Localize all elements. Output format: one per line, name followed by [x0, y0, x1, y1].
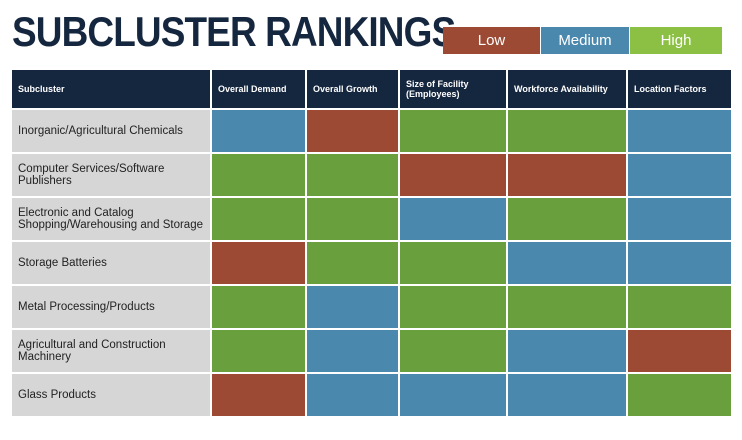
table-row: Inorganic/Agricultural Chemicals	[10, 108, 733, 154]
rating-cell-high	[506, 284, 628, 330]
rating-cell-high	[626, 372, 733, 418]
rating-cell-medium	[398, 196, 508, 242]
rating-cell-high	[506, 108, 628, 154]
rating-cell-medium	[626, 108, 733, 154]
rating-cell-low	[210, 240, 307, 286]
rating-cell-high	[398, 284, 508, 330]
legend-low: Low	[443, 27, 540, 54]
header-cell: Workforce Availability	[506, 70, 628, 110]
subcluster-name: Storage Batteries	[10, 240, 212, 286]
header-cell: Overall Growth	[305, 70, 400, 110]
rating-cell-low	[506, 152, 628, 198]
rating-cell-high	[398, 328, 508, 374]
rating-cell-high	[210, 284, 307, 330]
rating-cell-medium	[398, 372, 508, 418]
header-cell: Overall Demand	[210, 70, 307, 110]
rating-cell-medium	[506, 328, 628, 374]
legend-medium: Medium	[540, 27, 629, 54]
table-row: Storage Batteries	[10, 240, 733, 286]
header-cell: Location Factors	[626, 70, 733, 110]
page-title: SUBCLUSTER RANKINGS	[12, 8, 456, 55]
subcluster-name: Electronic and Catalog Shopping/Warehous…	[10, 196, 212, 242]
rating-cell-medium	[305, 372, 400, 418]
rating-cell-high	[305, 196, 400, 242]
header-cell: Subcluster	[10, 70, 212, 110]
rating-cell-medium	[506, 240, 628, 286]
rating-cell-medium	[626, 152, 733, 198]
rating-cell-high	[305, 152, 400, 198]
legend-high: High	[629, 27, 722, 54]
rating-cell-high	[626, 284, 733, 330]
rating-cell-high	[210, 152, 307, 198]
rating-cell-high	[398, 108, 508, 154]
table-row: Computer Services/Software Publishers	[10, 152, 733, 198]
header-cell: Size of Facility (Employees)	[398, 70, 508, 110]
rating-cell-medium	[626, 240, 733, 286]
subcluster-name: Computer Services/Software Publishers	[10, 152, 212, 198]
rating-cell-medium	[626, 196, 733, 242]
subcluster-name: Inorganic/Agricultural Chemicals	[10, 108, 212, 154]
rating-cell-high	[210, 196, 307, 242]
subcluster-name: Agricultural and Construction Machinery	[10, 328, 212, 374]
legend: Low Medium High	[443, 27, 722, 54]
rating-cell-medium	[305, 284, 400, 330]
rating-cell-low	[626, 328, 733, 374]
table-row: Metal Processing/Products	[10, 284, 733, 330]
rating-cell-low	[398, 152, 508, 198]
rating-cell-medium	[305, 328, 400, 374]
rating-cell-high	[506, 196, 628, 242]
rating-cell-high	[398, 240, 508, 286]
subcluster-name: Metal Processing/Products	[10, 284, 212, 330]
header-row: Subcluster Overall Demand Overall Growth…	[10, 70, 733, 110]
table-row: Glass Products	[10, 372, 733, 418]
rating-cell-low	[210, 372, 307, 418]
rankings-table: Subcluster Overall Demand Overall Growth…	[10, 70, 733, 418]
rating-cell-high	[210, 328, 307, 374]
rating-cell-medium	[210, 108, 307, 154]
rating-cell-medium	[506, 372, 628, 418]
table-row: Electronic and Catalog Shopping/Warehous…	[10, 196, 733, 242]
table-row: Agricultural and Construction Machinery	[10, 328, 733, 374]
subcluster-name: Glass Products	[10, 372, 212, 418]
rating-cell-high	[305, 240, 400, 286]
rating-cell-low	[305, 108, 400, 154]
